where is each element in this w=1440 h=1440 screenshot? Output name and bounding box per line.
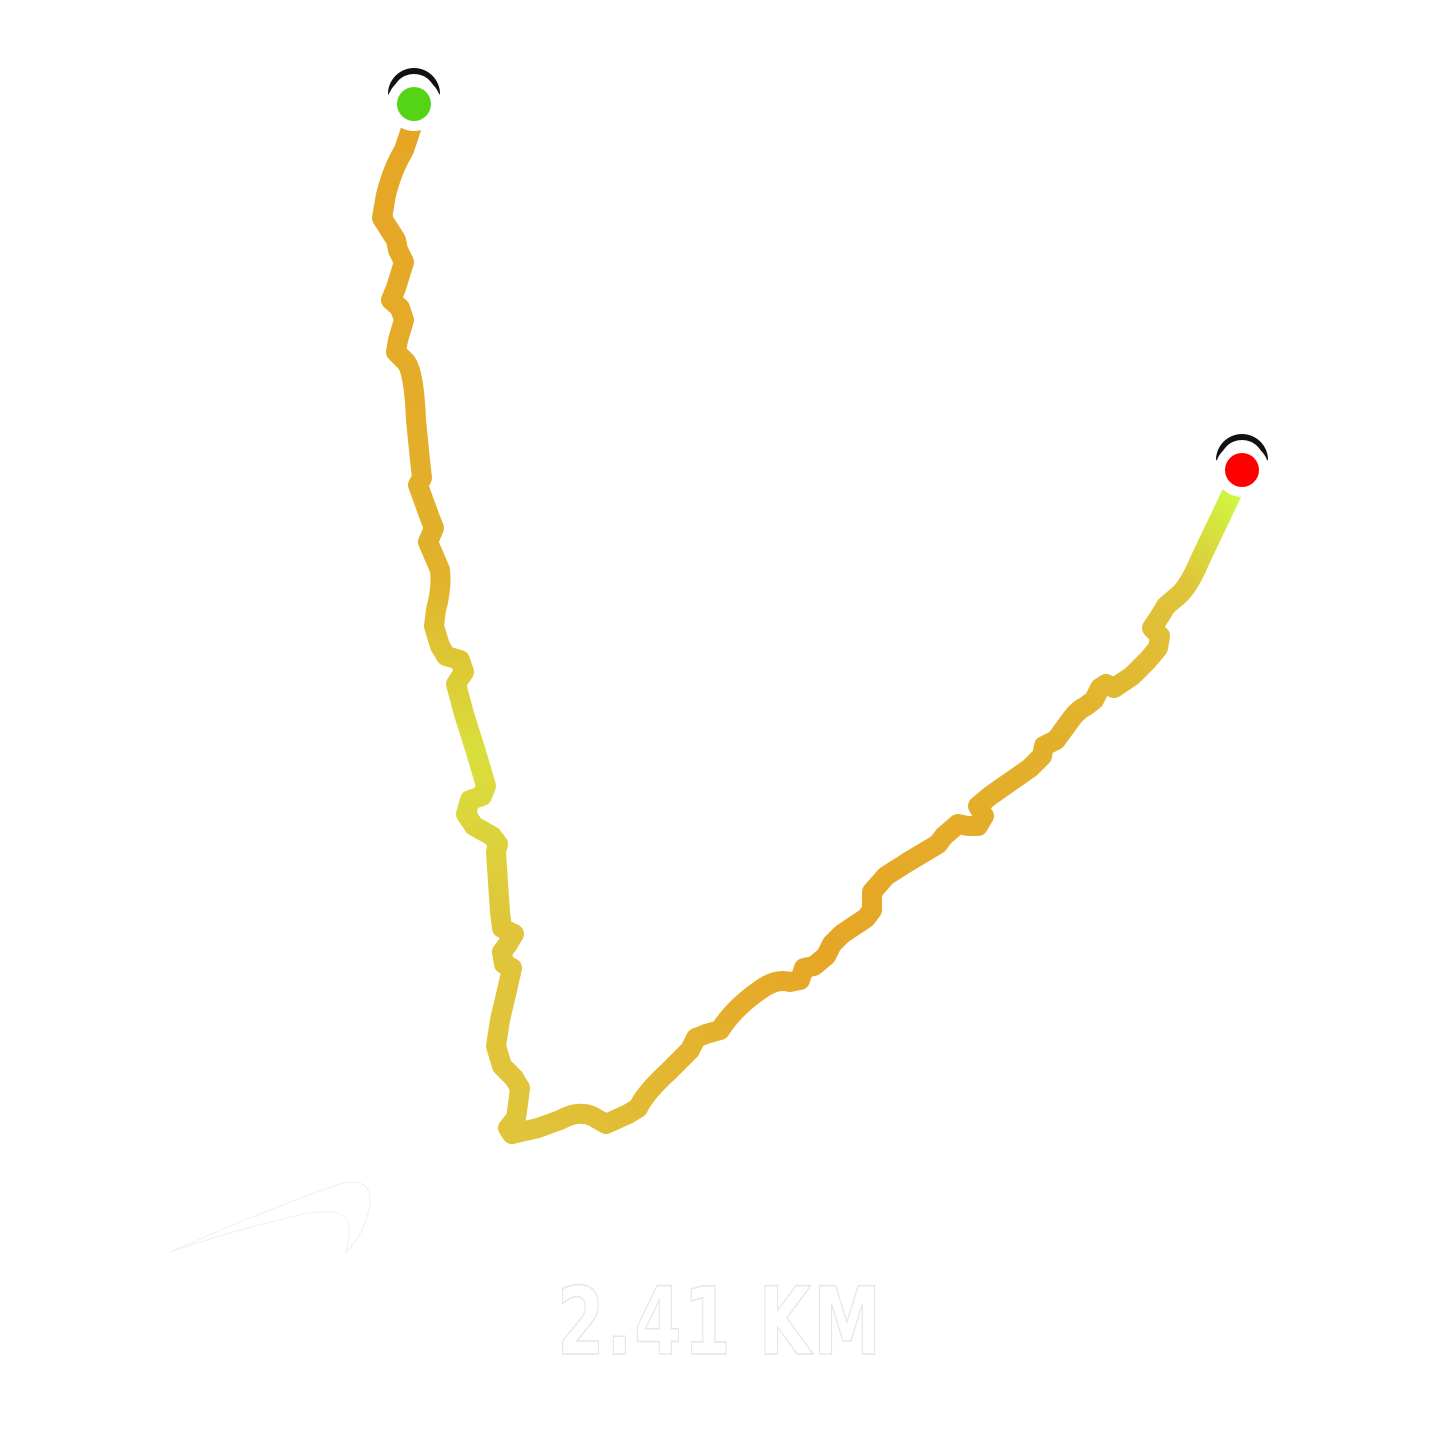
end-marker [1215,434,1269,497]
swoosh-logo-icon [169,1181,371,1254]
route-line-segment-2 [502,466,1250,1144]
route-line-segment-1 [372,116,530,1144]
start-dot-icon [397,87,431,121]
marker-shadow-icon [1216,434,1268,462]
start-marker [387,68,441,131]
distance-label: 2.41 KM [557,1267,883,1378]
end-dot-icon [1225,453,1259,487]
marker-shadow-icon [388,68,440,96]
